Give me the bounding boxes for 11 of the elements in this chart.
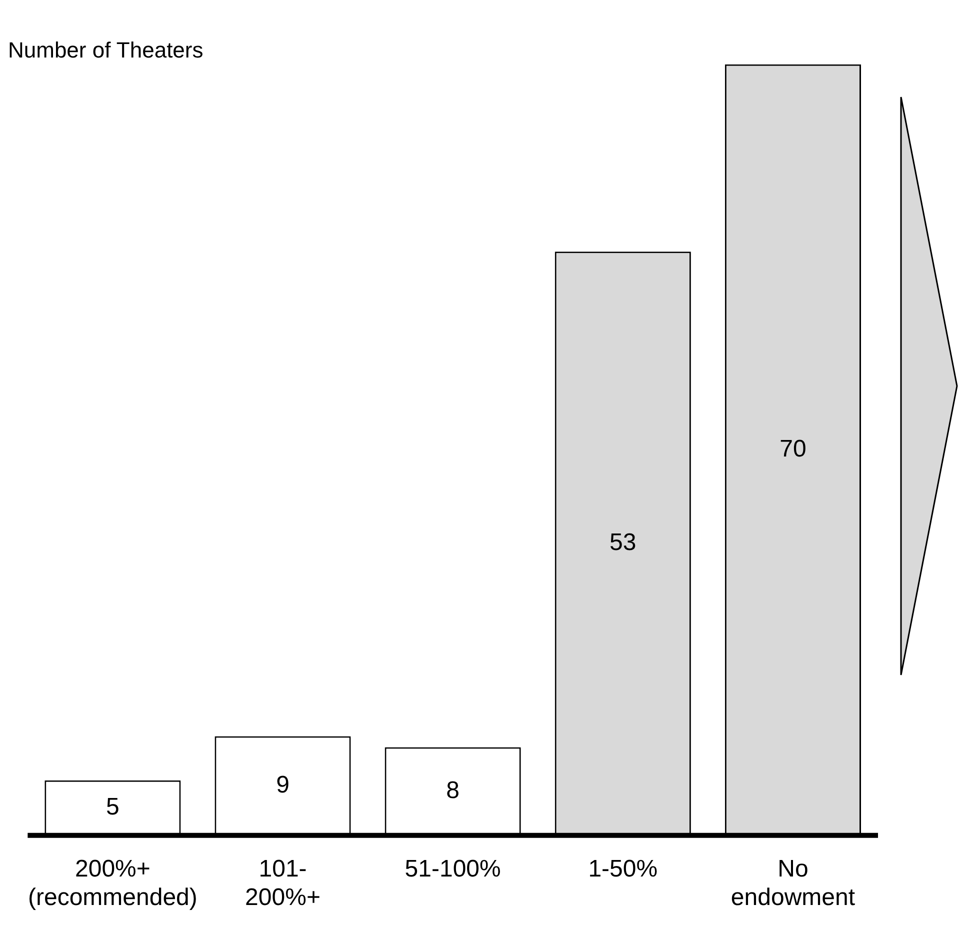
data-label: 9	[276, 771, 290, 798]
data-label: 70	[780, 436, 806, 463]
chart-title: Number of Theaters	[8, 37, 204, 62]
data-label: 8	[446, 776, 460, 804]
x-tick-label: 101- 200%+	[245, 855, 320, 912]
x-tick-label: 1-50%	[588, 855, 658, 882]
data-label: 53	[610, 529, 636, 556]
x-tick-label: No endowment	[730, 855, 856, 912]
x-tick-label: 51-100%	[404, 855, 501, 882]
data-label: 5	[106, 793, 120, 820]
x-tick-label: 200%+ (recommended)	[28, 855, 198, 912]
